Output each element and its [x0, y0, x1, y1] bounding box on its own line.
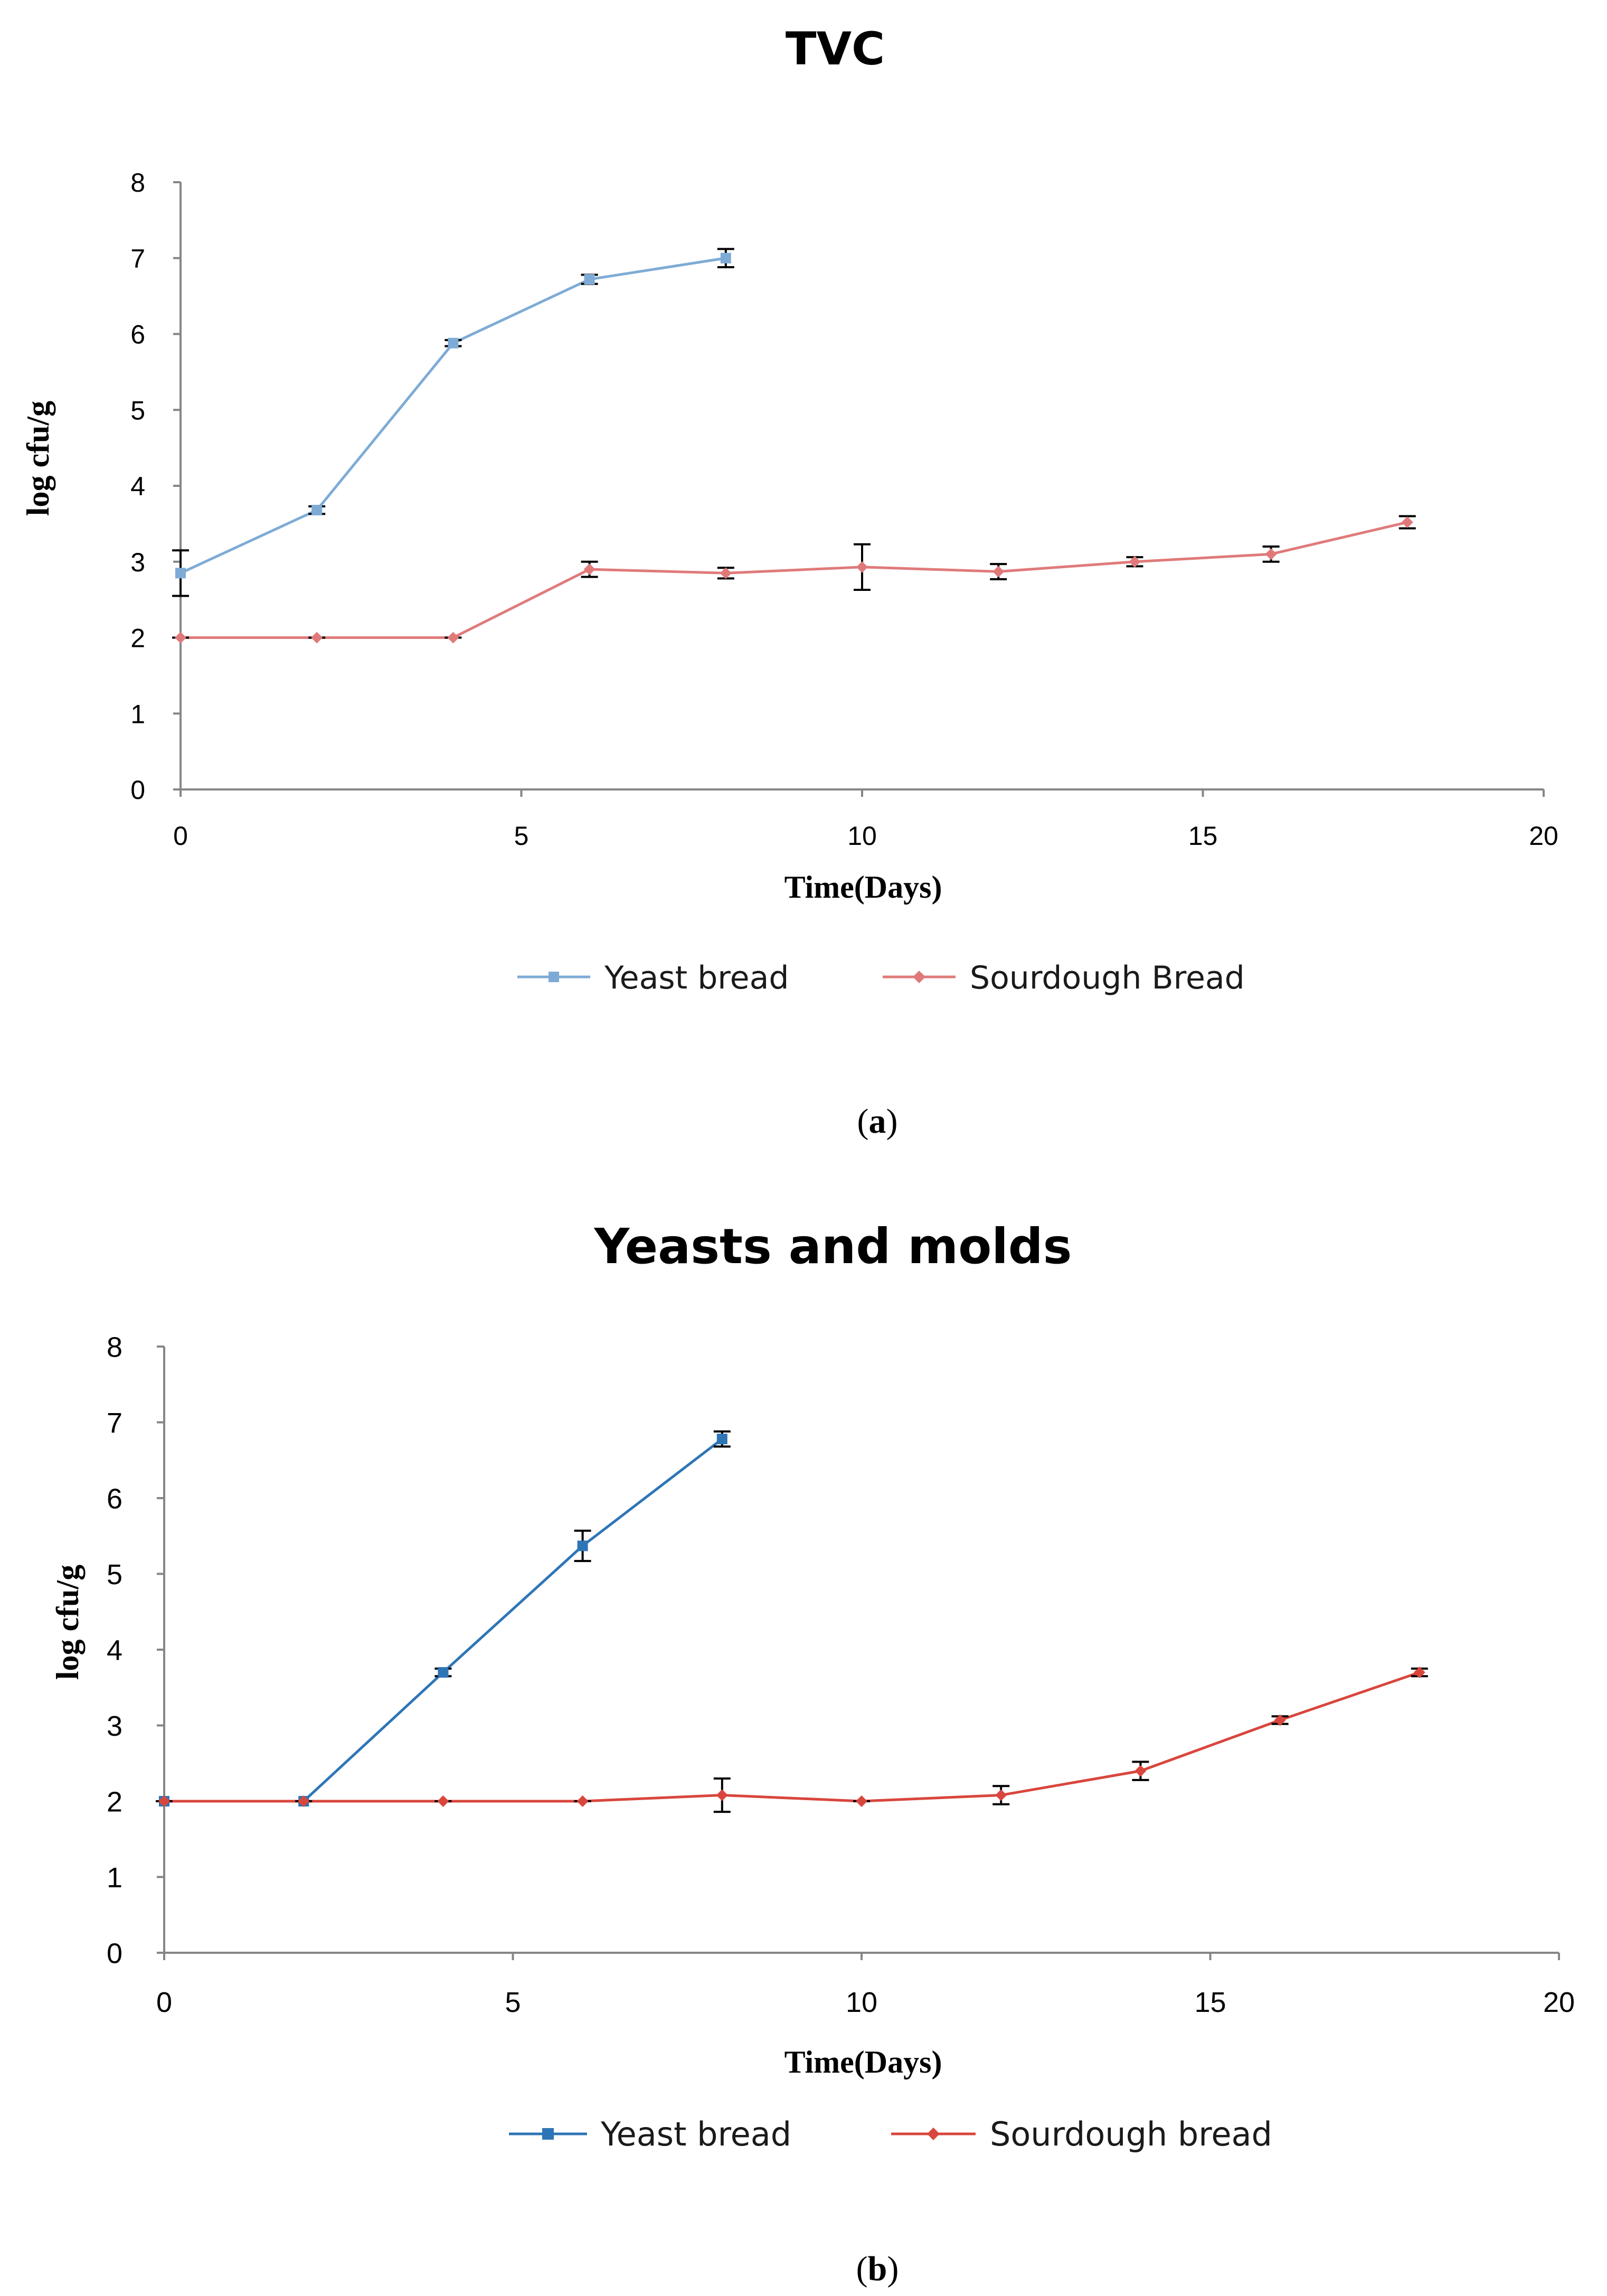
y-tick-label: 8: [107, 1331, 122, 1363]
data-point-sourdough-bread: [311, 632, 323, 644]
data-point-sourdough-bread: [576, 1795, 589, 1807]
data-point-sourdough-bread: [1129, 556, 1141, 568]
series-line-sourdough-bread: [181, 521, 1408, 639]
y-axis-label: log cfu/g: [21, 401, 55, 516]
data-point-sourdough-bread: [1401, 516, 1413, 528]
y-tick-label: 8: [130, 168, 145, 197]
y-tick-label: 5: [130, 396, 145, 425]
series-layer: [156, 1430, 1428, 1813]
legend: Yeast bread Sourdough Bread: [517, 959, 1245, 996]
y-tick-label: 2: [130, 624, 145, 653]
x-tick-label: 15: [1194, 1987, 1226, 2018]
data-point-yeast-bread: [577, 1540, 588, 1551]
legend-label-sourdough-bread: Sourdough Bread: [970, 959, 1245, 996]
data-point-yeast-bread: [448, 337, 459, 349]
y-tick-label: 5: [107, 1559, 122, 1591]
data-point-sourdough-bread: [158, 1795, 170, 1807]
chart-panel-b: Yeasts and molds log cfu/g Time(Days) 0 1…: [50, 1218, 1575, 2288]
figure-caption-b: (b): [856, 2250, 899, 2288]
data-point-sourdough-bread: [298, 1795, 310, 1807]
x-tick-label: 5: [514, 821, 529, 851]
legend-label-yeast-bread: Yeast bread: [604, 959, 789, 996]
data-point-sourdough-bread: [447, 632, 459, 644]
chart-panel-a: TVC log cfu/g Time(Days) 0 1 2 3 4 5 6 7 8 0 5 10 15…: [21, 23, 1558, 1141]
data-point-yeast-bread: [716, 1434, 727, 1445]
y-tick-label: 0: [107, 1937, 122, 1969]
x-tick-label: 0: [156, 1987, 172, 2018]
data-point-sourdough-bread: [1135, 1765, 1147, 1777]
axis-ticks: [173, 181, 1545, 797]
data-point-yeast-bread: [584, 274, 595, 285]
x-axis-label: Time(Days): [784, 870, 942, 905]
x-tick-label: 0: [173, 821, 188, 851]
y-tick-label: 1: [107, 1862, 122, 1894]
x-tick-label: 10: [847, 821, 877, 851]
data-point-sourdough-bread: [992, 566, 1005, 578]
data-point-sourdough-bread: [856, 1795, 867, 1807]
y-tick-label: 6: [130, 320, 145, 350]
data-point-sourdough-bread: [720, 567, 732, 579]
data-point-sourdough-bread: [437, 1795, 449, 1807]
series-layer: [172, 248, 1416, 644]
y-tick-label: 7: [107, 1407, 122, 1439]
data-point-yeast-bread: [720, 252, 731, 264]
legend-label-yeast-bread: Yeast bread: [600, 2115, 791, 2153]
series-line-yeast-bread: [179, 257, 726, 575]
data-point-sourdough-bread: [1413, 1667, 1425, 1679]
x-tick-label: 15: [1188, 821, 1218, 851]
y-tick-label: 6: [107, 1483, 122, 1514]
x-axis-label: Time(Days): [784, 2045, 942, 2079]
axis-ticks: [157, 1345, 1560, 1960]
y-tick-label: 0: [130, 775, 145, 805]
data-point-yeast-bread: [311, 505, 323, 515]
data-point-yeast-bread: [175, 568, 186, 579]
data-point-sourdough-bread: [1274, 1714, 1286, 1726]
x-tick-label: 20: [1529, 821, 1558, 851]
series-line-sourdough-bread: [164, 1671, 1420, 1803]
data-point-sourdough-bread: [1265, 548, 1277, 560]
y-tick-label: 3: [130, 548, 145, 577]
legend-label-sourdough-bread: Sourdough bread: [990, 2115, 1272, 2153]
figure-caption-a: (a): [857, 1102, 898, 1141]
y-tick-label: 1: [130, 699, 145, 729]
y-tick-label: 7: [130, 244, 145, 274]
y-tick-label: 4: [107, 1634, 122, 1666]
tick-labels: 0 1 2 3 4 5 6 7 8 0 5 10 15 20: [130, 168, 1558, 851]
x-tick-label: 10: [846, 1987, 877, 2018]
chart-title: Yeasts and molds: [594, 1218, 1072, 1275]
y-tick-label: 3: [107, 1710, 122, 1742]
tick-labels: 0 1 2 3 4 5 6 7 8 0 5 10 15 20: [107, 1331, 1575, 2018]
data-point-sourdough-bread: [856, 561, 868, 573]
data-point-sourdough-bread: [583, 563, 595, 576]
legend-marker-sourdough-bread: [927, 2128, 940, 2140]
y-tick-label: 4: [130, 472, 145, 501]
data-point-sourdough-bread: [175, 632, 186, 644]
data-point-sourdough-bread: [995, 1789, 1007, 1801]
legend: Yeast bread Sourdough bread: [509, 2115, 1272, 2153]
series-line-yeast-bread: [164, 1438, 723, 1803]
legend-marker-sourdough-bread: [913, 971, 925, 983]
chart-title: TVC: [786, 23, 885, 76]
x-tick-label: 5: [505, 1987, 521, 2018]
data-point-sourdough-bread: [716, 1789, 728, 1801]
y-tick-label: 2: [107, 1786, 122, 1818]
legend-marker-yeast-bread: [542, 2128, 554, 2140]
legend-marker-yeast-bread: [549, 972, 559, 982]
y-axis-label: log cfu/g: [50, 1565, 85, 1680]
x-tick-label: 20: [1543, 1987, 1575, 2018]
data-point-yeast-bread: [438, 1667, 449, 1678]
